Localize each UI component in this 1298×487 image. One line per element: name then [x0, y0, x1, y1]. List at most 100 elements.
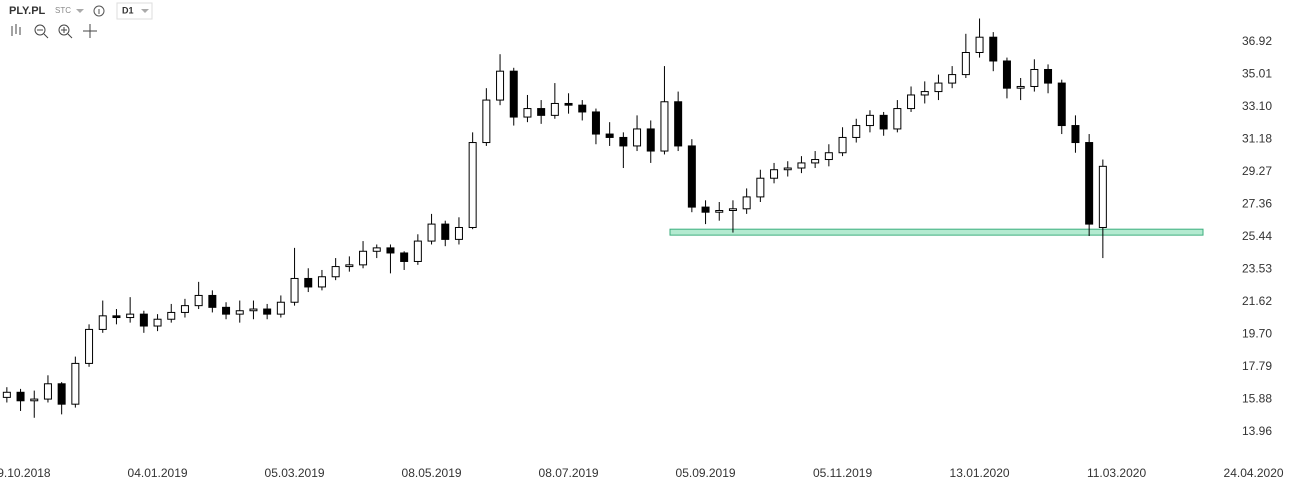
- zoom-in-icon[interactable]: [58, 24, 70, 36]
- candle-body: [400, 252, 409, 262]
- candle-body: [1002, 60, 1011, 89]
- candle-body: [98, 315, 107, 330]
- candle-body: [893, 108, 902, 130]
- symbol[interactable]: PLY.PL: [9, 5, 46, 17]
- candle-body: [317, 276, 326, 288]
- interval-select[interactable]: [116, 2, 153, 20]
- candle-body: [811, 159, 820, 164]
- candle-body: [345, 264, 354, 268]
- y-tick-label: 31.18: [1242, 132, 1272, 146]
- candle-body: [550, 102, 559, 116]
- candle-body: [167, 311, 176, 320]
- candle-body: [180, 305, 189, 313]
- candle-body: [578, 104, 587, 113]
- candle-body: [948, 74, 957, 84]
- x-tick-label: 24.04.2020: [1224, 466, 1284, 480]
- candle-body: [715, 209, 724, 213]
- candle-body: [413, 240, 422, 262]
- y-tick-label: 13.96: [1242, 424, 1272, 438]
- candle-body: [591, 111, 600, 135]
- candle-body: [742, 196, 751, 210]
- candle-body: [208, 294, 217, 308]
- x-tick-label: 11.03.2020: [1087, 466, 1146, 480]
- x-tick-label: 05.03.2019: [265, 466, 325, 480]
- candle-body: [276, 301, 285, 315]
- y-tick-label: 27.36: [1242, 197, 1272, 211]
- candle-body: [85, 328, 94, 364]
- candle-body: [30, 398, 39, 402]
- zoom-out-icon[interactable]: [34, 24, 46, 36]
- candle-body: [290, 277, 299, 303]
- candle-body: [1057, 82, 1066, 127]
- candle-body: [1044, 68, 1053, 84]
- candle-body: [454, 226, 463, 240]
- dropdown-arrow: [141, 9, 149, 13]
- candle-body: [194, 294, 203, 307]
- candle-body: [112, 315, 121, 319]
- candle-body: [496, 70, 505, 101]
- candle-body: [865, 114, 874, 127]
- candle-body: [427, 223, 436, 242]
- y-tick-label: 17.79: [1242, 359, 1272, 373]
- support-zone: [669, 228, 1204, 236]
- candle-body: [1016, 85, 1025, 89]
- candle-body: [468, 142, 477, 228]
- candle-body: [386, 247, 395, 254]
- toolbar: [11, 24, 97, 39]
- y-tick-label: 19.70: [1242, 327, 1272, 341]
- candle-body: [304, 277, 313, 288]
- y-tick-label: 15.88: [1242, 392, 1272, 406]
- candle-body: [537, 108, 546, 116]
- candle-body: [57, 383, 66, 405]
- candle-body: [756, 177, 765, 198]
- market[interactable]: STC: [55, 6, 71, 15]
- pan-icon[interactable]: [83, 24, 97, 38]
- candle-body: [989, 36, 998, 62]
- candle-body: [824, 152, 833, 161]
- candle-body: [961, 51, 970, 76]
- candle-body: [660, 101, 669, 152]
- y-tick-label: 36.92: [1242, 34, 1272, 48]
- y-tick-label: 23.53: [1242, 262, 1272, 276]
- candle-body: [605, 133, 614, 138]
- x-tick-label: 08.05.2019: [402, 466, 462, 480]
- chart-type-icon[interactable]: [11, 24, 21, 36]
- candle-body: [441, 223, 450, 240]
- x-tick-label: 05.09.2019: [676, 466, 736, 480]
- candle-body: [783, 167, 792, 171]
- y-tick-label: 25.44: [1242, 229, 1272, 243]
- candle-body: [633, 128, 642, 147]
- candle-body: [235, 310, 244, 315]
- y-tick-label: 35.01: [1242, 67, 1272, 81]
- candle-body: [907, 94, 916, 110]
- x-tick-label: 05.11.2019: [813, 466, 872, 480]
- candle-body: [879, 114, 888, 130]
- candle-body: [153, 318, 162, 327]
- candle-body: [564, 102, 573, 106]
- interval: D1: [122, 5, 134, 15]
- candle-body: [975, 36, 984, 53]
- info-icon[interactable]: [93, 5, 105, 17]
- candle-body: [1085, 142, 1094, 225]
- x-tick-label: 08.07.2019: [539, 466, 599, 480]
- dropdown-arrow[interactable]: [76, 9, 84, 13]
- candle-body: [2, 391, 11, 398]
- y-tick-label: 21.62: [1242, 294, 1272, 308]
- candle-body: [1030, 68, 1039, 87]
- x-tick-label: 19.10.2018: [0, 466, 51, 480]
- candle-body: [674, 101, 683, 147]
- candle-body: [126, 313, 135, 319]
- candle-body: [852, 125, 861, 138]
- candle-body: [482, 99, 491, 144]
- candle-body: [797, 162, 806, 169]
- candle-body: [139, 313, 148, 327]
- candle-body: [16, 391, 25, 402]
- candle-body: [838, 136, 847, 154]
- candle-body: [646, 128, 655, 152]
- candle-body: [770, 169, 779, 179]
- y-tick-label: 33.10: [1242, 99, 1272, 113]
- candle-body: [372, 247, 381, 252]
- candle-body: [701, 206, 710, 213]
- candle-body: [728, 208, 737, 211]
